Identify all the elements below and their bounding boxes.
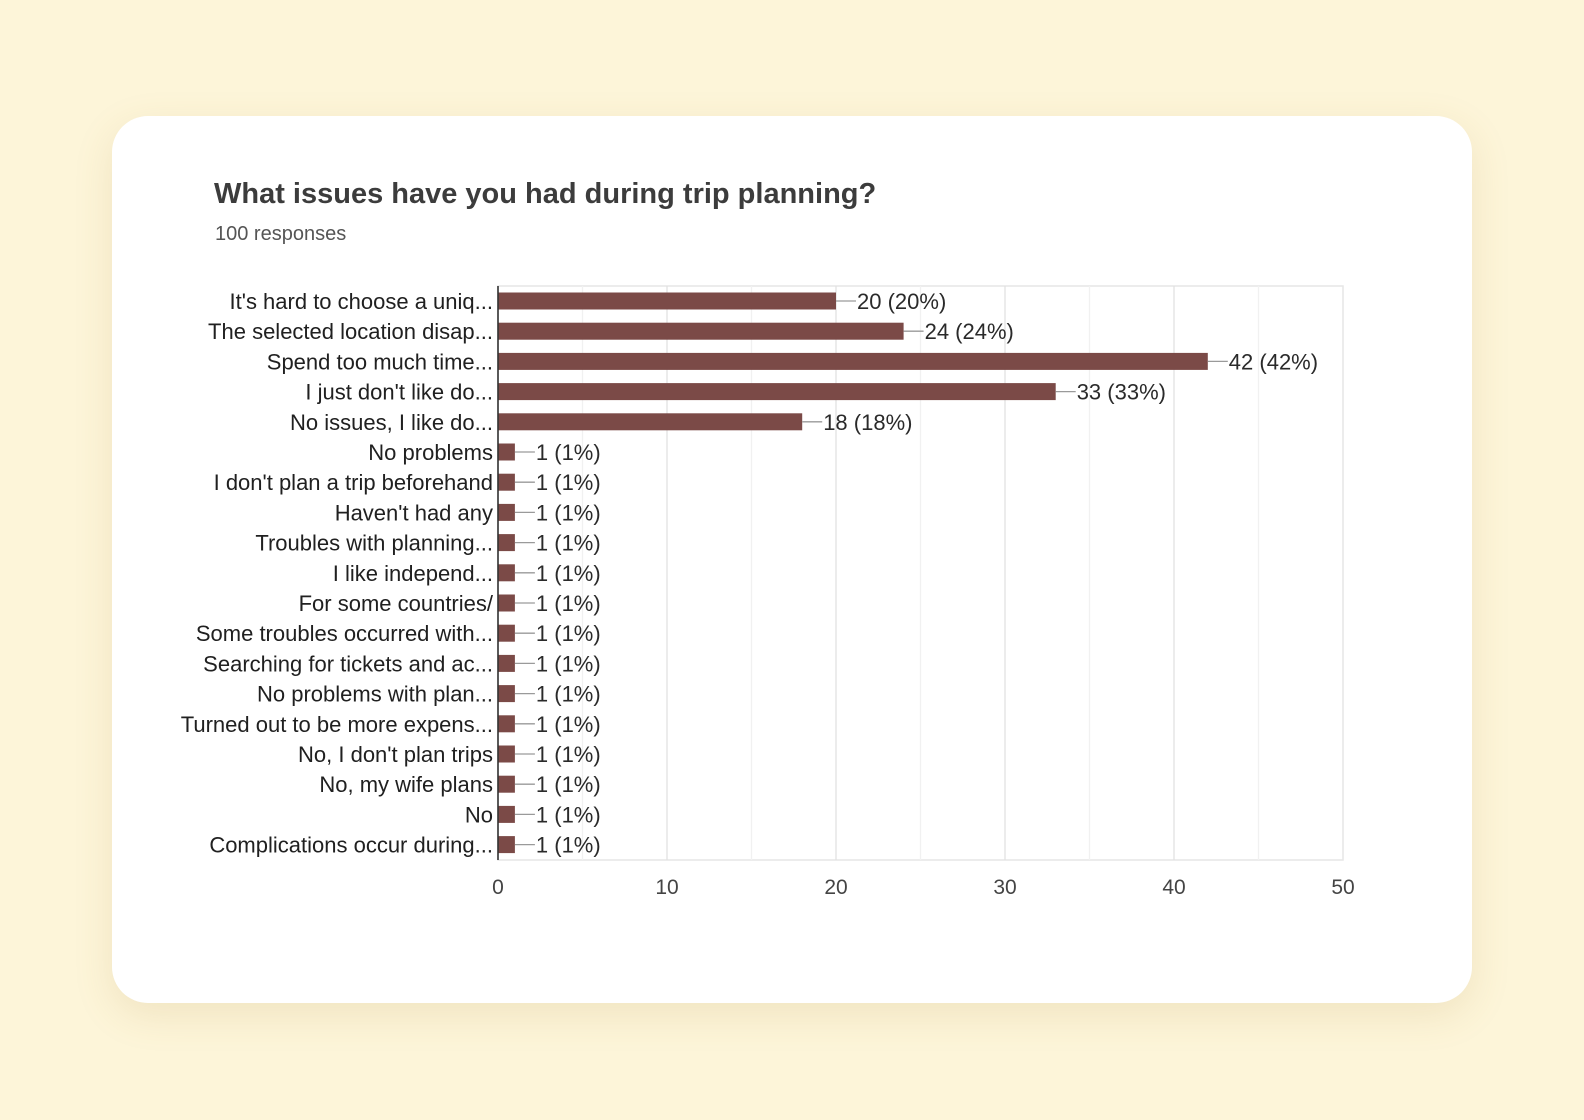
bar (498, 836, 515, 854)
bar (498, 745, 515, 763)
bar (498, 534, 515, 552)
data-label: 33 (33%) (1077, 380, 1166, 405)
bar (498, 443, 515, 461)
x-tick-label: 10 (655, 876, 678, 899)
data-label: 1 (1%) (536, 772, 601, 797)
data-label: 1 (1%) (536, 470, 601, 495)
category-label: The selected location disap... (208, 319, 493, 344)
category-label: No issues, I like do... (290, 410, 493, 435)
category-label: Complications occur during... (209, 833, 493, 858)
bar (498, 594, 515, 612)
data-label: 1 (1%) (536, 742, 601, 767)
data-label: 42 (42%) (1229, 349, 1318, 374)
category-label: No problems with plan... (257, 682, 493, 707)
data-label: 18 (18%) (823, 410, 912, 435)
x-tick-label: 30 (993, 876, 1016, 899)
category-label: Spend too much time... (267, 349, 493, 374)
chart-title: What issues have you had during trip pla… (214, 178, 877, 210)
bar (498, 503, 515, 521)
category-label: No, I don't plan trips (298, 742, 493, 767)
bar (498, 685, 515, 703)
x-tick-label: 50 (1331, 876, 1354, 899)
bar (498, 654, 515, 672)
bar (498, 775, 515, 793)
data-label: 1 (1%) (536, 712, 601, 737)
data-label: 1 (1%) (536, 440, 601, 465)
bar (498, 624, 515, 642)
category-label: Some troubles occurred with... (196, 621, 493, 646)
bar (498, 383, 1056, 401)
category-label: No, my wife plans (319, 772, 493, 797)
data-label: 1 (1%) (536, 682, 601, 707)
category-label: Haven't had any (335, 500, 493, 525)
category-label: I like independ... (333, 561, 493, 586)
category-label: No problems (368, 440, 493, 465)
category-label: For some countries/ (299, 591, 494, 616)
category-label: Searching for tickets and ac... (203, 651, 493, 676)
category-label: I don't plan a trip beforehand (214, 470, 493, 495)
chart-card (112, 116, 1472, 1003)
data-label: 1 (1%) (536, 833, 601, 858)
category-label: It's hard to choose a uniq... (230, 289, 493, 314)
x-tick-label: 0 (492, 876, 504, 899)
data-label: 1 (1%) (536, 591, 601, 616)
bar (498, 352, 1208, 370)
category-label: Turned out to be more expens... (181, 712, 493, 737)
data-label: 1 (1%) (536, 500, 601, 525)
data-label: 1 (1%) (536, 802, 601, 827)
bar (498, 322, 904, 340)
data-label: 24 (24%) (925, 319, 1014, 344)
category-label: Troubles with planning... (255, 531, 493, 556)
category-label: No (465, 802, 493, 827)
bar (498, 473, 515, 491)
x-tick-label: 40 (1162, 876, 1185, 899)
category-label: I just don't like do... (305, 380, 493, 405)
bar (498, 413, 803, 431)
response-count: 100 responses (215, 223, 347, 245)
bar (498, 564, 515, 582)
bar (498, 805, 515, 823)
bar (498, 715, 515, 733)
data-label: 1 (1%) (536, 561, 601, 586)
data-label: 20 (20%) (857, 289, 946, 314)
x-tick-label: 20 (824, 876, 847, 899)
data-label: 1 (1%) (536, 621, 601, 646)
bar (498, 292, 836, 310)
data-label: 1 (1%) (536, 651, 601, 676)
data-label: 1 (1%) (536, 531, 601, 556)
